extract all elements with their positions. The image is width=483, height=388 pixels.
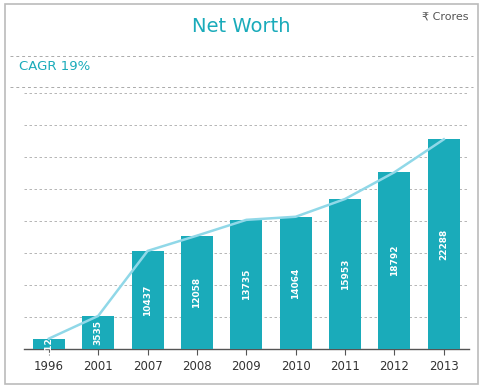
Text: 18792: 18792: [390, 245, 399, 277]
Bar: [131, 251, 164, 349]
Text: 13735: 13735: [242, 269, 251, 300]
Text: 10437: 10437: [143, 284, 152, 316]
Bar: [329, 199, 361, 349]
Bar: [181, 236, 213, 349]
Text: CAGR 19%: CAGR 19%: [19, 60, 91, 73]
Bar: [378, 172, 411, 349]
Text: 22288: 22288: [440, 229, 448, 260]
Bar: [428, 139, 460, 349]
Bar: [280, 217, 312, 349]
Text: 14064: 14064: [291, 267, 300, 299]
Bar: [82, 316, 114, 349]
Text: 15953: 15953: [341, 258, 350, 290]
Bar: [230, 220, 262, 349]
Text: 3535: 3535: [94, 320, 103, 345]
Bar: [33, 339, 65, 349]
Text: ₹ Crores: ₹ Crores: [422, 12, 469, 22]
Text: Net Worth: Net Worth: [192, 17, 291, 36]
Text: 12058: 12058: [192, 277, 201, 308]
Text: 1121: 1121: [44, 331, 53, 357]
